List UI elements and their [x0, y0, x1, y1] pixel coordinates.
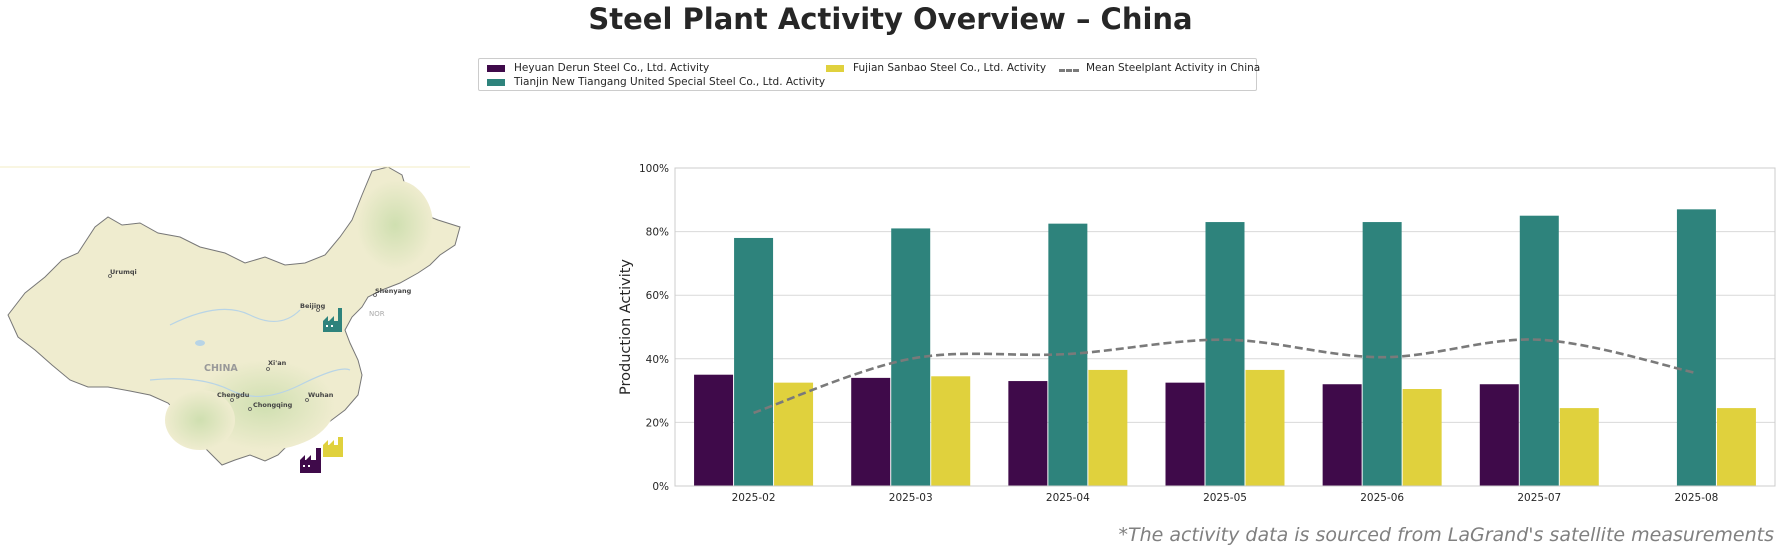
mean-activity-line [753, 338, 1697, 415]
bar-heyuan [1479, 384, 1519, 486]
legend-label-tianjin: Tianjin New Tiangang United Special Stee… [514, 76, 826, 88]
footnote: *The activity data is sourced from LaGra… [1118, 524, 1774, 546]
bar-marks [694, 209, 1756, 487]
factory-icon-heyuan [300, 448, 321, 473]
forest-northeast [357, 180, 433, 270]
city-label-chongqing: Chongqing [253, 401, 293, 409]
y-tick-label: 80% [646, 227, 669, 239]
city-label-urumqi: Urumqi [110, 268, 137, 276]
legend-swatch-tianjin [487, 79, 505, 86]
mean-line [753, 338, 1697, 415]
x-tick-label: 2025-06 [1360, 492, 1404, 504]
y-tick-label: 60% [646, 290, 669, 302]
y-tick-label: 20% [646, 417, 669, 429]
bar-fujian [1716, 408, 1756, 486]
china-map-svg: Urumqi Beijing Shenyang Xi'an Chengdu Ch… [0, 166, 470, 473]
river-yangtze [149, 368, 351, 398]
bar-tianjin [1519, 215, 1559, 486]
bar-fujian [931, 376, 971, 486]
bar-fujian [1245, 369, 1285, 486]
factory-icon-tianjin [323, 308, 342, 332]
bar-tianjin [891, 228, 931, 487]
x-tick-labels: 2025-02 2025-03 2025-04 2025-05 2025-06 2025-… [732, 492, 1719, 504]
x-tick-label: 2025-07 [1517, 492, 1561, 504]
city-label-xian: Xi'an [268, 359, 287, 367]
bar-heyuan [1165, 382, 1205, 486]
bar-tianjin [1362, 222, 1402, 486]
x-tick-label: 2025-05 [1203, 492, 1247, 504]
partial-country-label: NOR [369, 310, 385, 318]
x-tick-label: 2025-08 [1674, 492, 1718, 504]
bar-tianjin [1048, 223, 1088, 486]
city-label-shenyang: Shenyang [375, 287, 412, 295]
legend-label-mean: Mean Steelplant Activity in China [1086, 62, 1261, 74]
legend-swatch-heyuan [487, 65, 505, 72]
legend-label-heyuan: Heyuan Derun Steel Co., Ltd. Activity [514, 62, 710, 74]
bar-tianjin [1205, 222, 1245, 486]
factory-icon-fujian [323, 437, 343, 457]
x-tick-label: 2025-02 [732, 492, 776, 504]
page-title: Steel Plant Activity Overview – China [588, 2, 1193, 36]
y-tick-label: 100% [639, 163, 669, 175]
city-label-beijing: Beijing [300, 302, 326, 310]
country-label: CHINA [204, 363, 238, 374]
chart-legend: Heyuan Derun Steel Co., Ltd. Activity Ti… [478, 58, 1261, 91]
bar-heyuan [694, 374, 734, 486]
bar-heyuan [851, 377, 891, 486]
x-tick-label: 2025-03 [889, 492, 933, 504]
lake-qinghai [195, 340, 205, 346]
bar-fujian [774, 382, 814, 486]
activity-chart: 0% 20% 40% 60% 80% 100% 2025-02 2025-03 2025-04… [618, 163, 1776, 504]
plot-frame [674, 167, 1776, 487]
bar-heyuan [1322, 384, 1362, 486]
china-map: Urumqi Beijing Shenyang Xi'an Chengdu Ch… [0, 165, 470, 490]
y-axis-label: Production Activity [618, 259, 634, 395]
bar-fujian [1559, 408, 1599, 486]
x-tick-label: 2025-04 [1046, 492, 1090, 504]
legend-line-mean [1059, 69, 1079, 72]
bar-tianjin [1676, 209, 1716, 486]
legend-swatch-fujian [826, 65, 844, 72]
city-label-wuhan: Wuhan [308, 391, 334, 399]
y-tick-label: 0% [652, 481, 669, 493]
bar-fujian [1402, 389, 1442, 486]
legend-label-fujian: Fujian Sanbao Steel Co., Ltd. Activity [853, 62, 1047, 74]
bar-heyuan [1008, 381, 1048, 486]
y-tick-label: 40% [646, 354, 669, 366]
city-label-chengdu: Chengdu [217, 391, 250, 399]
river-yellow [169, 308, 301, 326]
y-tick-labels: 0% 20% 40% 60% 80% 100% [639, 163, 669, 493]
bar-fujian [1088, 369, 1128, 486]
bar-tianjin [734, 237, 774, 486]
forest-southwest [165, 390, 235, 450]
